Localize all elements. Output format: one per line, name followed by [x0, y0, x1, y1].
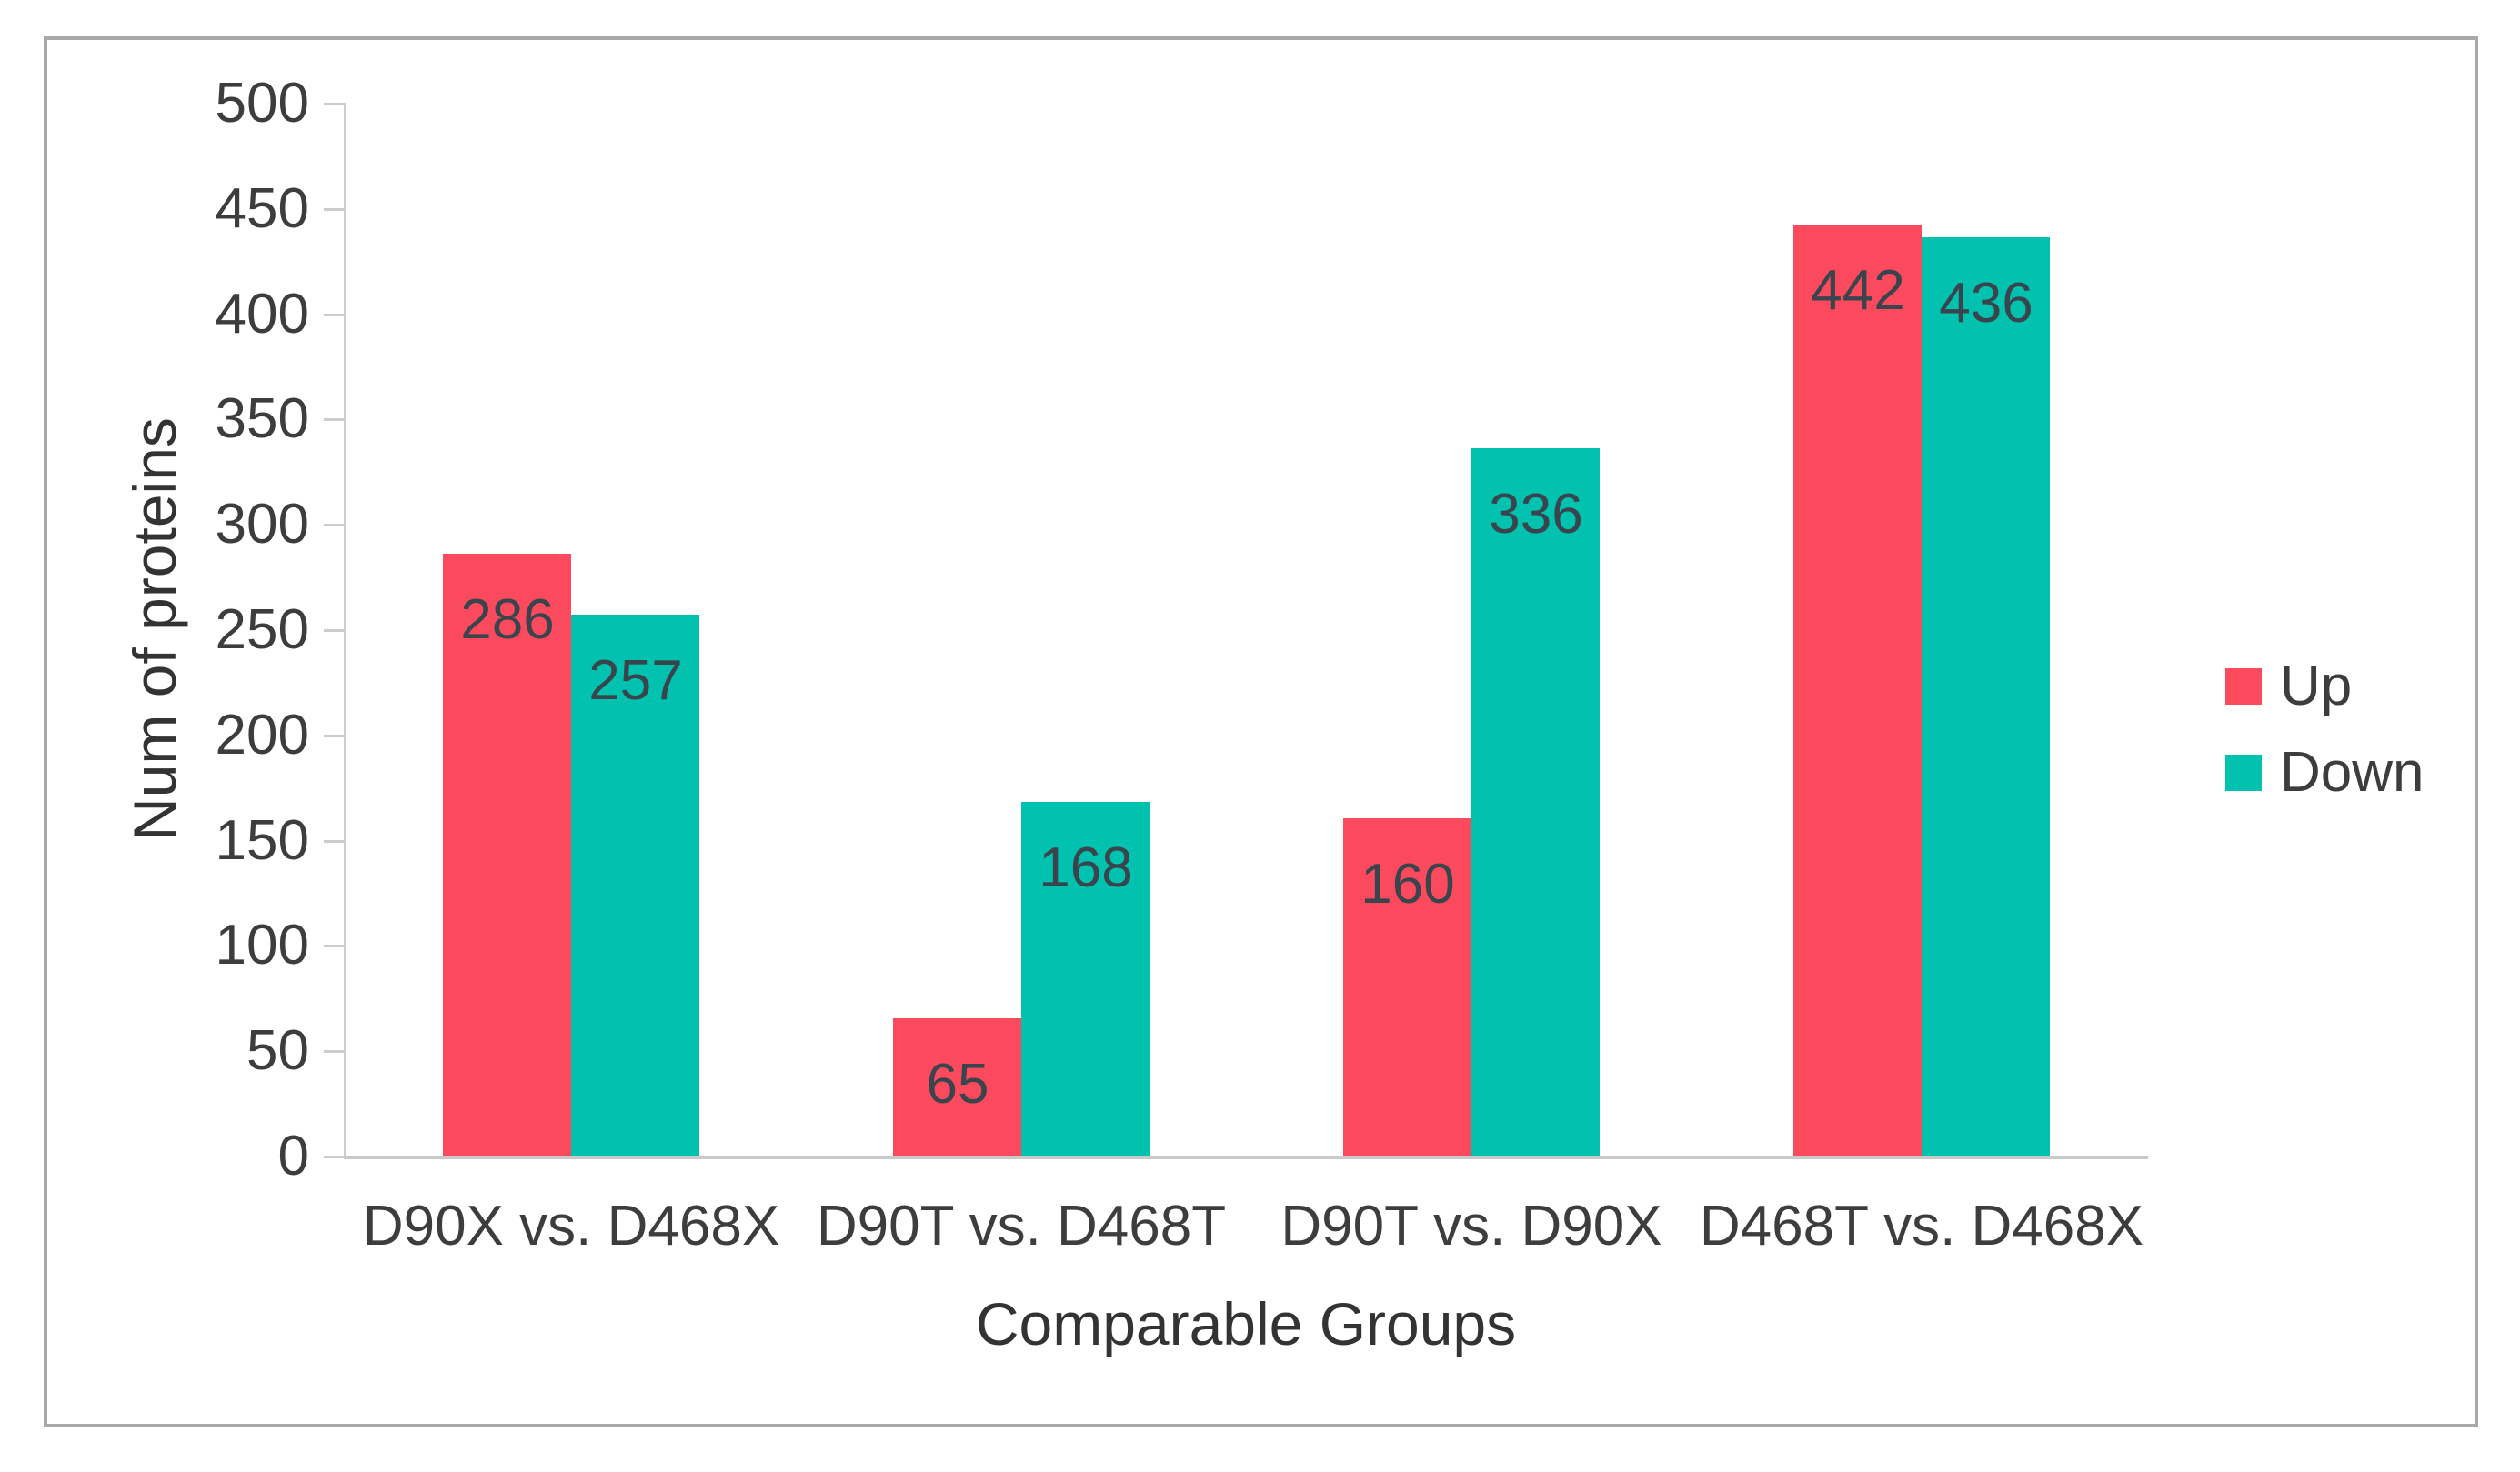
y-tick-mark-250: [324, 629, 344, 632]
y-tick-label-450: 450: [215, 177, 309, 240]
bar-value-up-1: 65: [926, 1053, 989, 1116]
bar-value-down-2: 336: [1489, 483, 1583, 546]
y-tick-mark-0: [324, 1156, 344, 1158]
bar-down-0[interactable]: [571, 615, 699, 1156]
y-tick-label-350: 350: [215, 387, 309, 450]
bar-value-up-2: 160: [1360, 853, 1455, 916]
y-tick-mark-500: [324, 103, 344, 105]
legend-swatch-up: [2225, 668, 2262, 705]
y-tick-label-300: 300: [215, 493, 309, 556]
y-tick-mark-200: [324, 735, 344, 737]
y-tick-mark-300: [324, 524, 344, 526]
bar-up-3[interactable]: [1793, 225, 1922, 1156]
y-tick-label-100: 100: [215, 914, 309, 976]
x-axis-line: [344, 1156, 2148, 1159]
x-category-label-0: D90X vs. D468X: [362, 1195, 780, 1257]
y-tick-mark-350: [324, 418, 344, 421]
x-axis-title: Comparable Groups: [975, 1290, 1517, 1357]
x-category-label-3: D468T vs. D468X: [1699, 1195, 2144, 1257]
bar-down-3[interactable]: [1922, 237, 2050, 1156]
bar-up-2[interactable]: [1343, 818, 1471, 1156]
y-tick-label-500: 500: [215, 72, 309, 135]
legend-label-down: Down: [2280, 741, 2425, 804]
y-tick-mark-400: [324, 314, 344, 316]
y-tick-label-200: 200: [215, 704, 309, 766]
y-tick-label-400: 400: [215, 283, 309, 345]
bar-up-0[interactable]: [443, 554, 571, 1156]
x-category-label-1: D90T vs. D468T: [816, 1195, 1227, 1257]
bar-up-1[interactable]: [893, 1018, 1021, 1156]
legend-swatch-down: [2225, 755, 2262, 791]
y-tick-label-250: 250: [215, 598, 309, 661]
bar-down-1[interactable]: [1021, 802, 1150, 1156]
y-tick-mark-450: [324, 208, 344, 211]
y-tick-label-0: 0: [277, 1125, 309, 1187]
bar-value-down-1: 168: [1039, 836, 1133, 899]
bar-value-up-0: 286: [460, 588, 555, 651]
x-category-label-2: D90T vs. D90X: [1280, 1195, 1662, 1257]
y-axis-title: Num of proteins: [121, 417, 188, 841]
bar-value-down-0: 257: [588, 649, 683, 712]
legend-label-up: Up: [2280, 655, 2353, 717]
y-axis-line: [344, 103, 346, 1157]
legend-item-up[interactable]: Up: [2225, 658, 2425, 715]
y-tick-mark-100: [324, 945, 344, 947]
y-tick-label-50: 50: [246, 1019, 309, 1082]
bar-value-down-3: 436: [1939, 272, 2033, 335]
legend-item-down[interactable]: Down: [2225, 745, 2425, 801]
y-tick-label-150: 150: [215, 809, 309, 872]
y-tick-mark-150: [324, 840, 344, 843]
legend: Up Down: [2225, 658, 2425, 841]
y-tick-mark-50: [324, 1050, 344, 1053]
bar-value-up-3: 442: [1811, 259, 1905, 322]
bar-down-2[interactable]: [1471, 448, 1600, 1156]
